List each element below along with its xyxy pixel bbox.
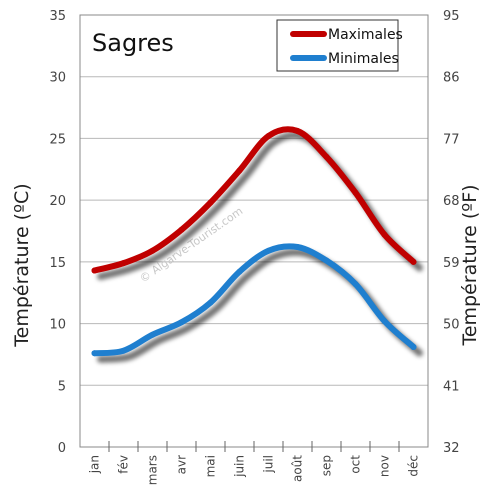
- series-maximales: [91, 126, 423, 280]
- x-tick-label: mai: [204, 455, 218, 477]
- series-layer: [91, 126, 423, 363]
- x-tick-label: juil: [262, 455, 276, 474]
- data-point-maximales-déc: [410, 258, 417, 265]
- x-tick-label: avr: [175, 455, 189, 474]
- y-tick-label: 10: [49, 318, 66, 333]
- data-point-maximales-fév: [120, 260, 127, 267]
- data-point-minimales-sep: [323, 257, 330, 264]
- y-axis-title-fahrenheit: Température (ºF): [459, 184, 481, 346]
- y-tick-label: 35: [49, 9, 66, 24]
- data-point-maximales-jan: [91, 267, 98, 274]
- series-minimales: [91, 243, 423, 363]
- gridlines: [80, 76, 428, 386]
- y-tick-label: 20: [49, 194, 66, 209]
- data-point-maximales-oct: [352, 189, 359, 196]
- y-tick-label: 0: [58, 441, 66, 456]
- data-point-minimales-mars: [149, 331, 156, 338]
- x-tick-label: juin: [233, 455, 247, 478]
- legend: Maximales Minimales: [276, 19, 403, 72]
- x-tick-label: mars: [146, 455, 160, 485]
- x-axis-ticks: [108, 441, 400, 452]
- data-point-minimales-août: [294, 244, 301, 250]
- y2-tick-label: 59: [443, 256, 460, 271]
- x-axis-labels: jan fév mars avr mai juin juil août sep oct nov déc: [88, 455, 421, 486]
- data-point-minimales-nov: [381, 318, 388, 325]
- chart-title: Sagres: [92, 29, 174, 57]
- data-point-maximales-mars: [149, 247, 156, 254]
- data-point-minimales-avr: [178, 319, 185, 326]
- data-point-maximales-nov: [381, 231, 388, 238]
- x-tick-label: août: [291, 455, 305, 482]
- legend-box: [276, 19, 399, 72]
- x-tick-label: déc: [407, 455, 421, 477]
- y2-tick-label: 68: [443, 194, 460, 209]
- data-point-maximales-juil: [265, 133, 272, 139]
- x-tick-label: fév: [117, 455, 131, 474]
- y-tick-label: 25: [49, 132, 66, 147]
- y2-tick-label: 86: [443, 71, 460, 86]
- data-point-minimales-déc: [410, 344, 417, 350]
- data-point-minimales-fév: [120, 347, 127, 354]
- y2-tick-label: 95: [443, 9, 460, 24]
- data-point-minimales-jan: [91, 350, 98, 357]
- y-tick-label: 5: [58, 379, 66, 394]
- y-tick-label: 15: [49, 256, 66, 271]
- legend-label-maximales: Maximales: [328, 27, 403, 43]
- x-tick-label: oct: [349, 455, 363, 474]
- legend-label-minimales: Minimales: [328, 51, 399, 67]
- y2-tick-label: 41: [443, 379, 460, 394]
- data-point-minimales-juin: [236, 268, 243, 275]
- y2-tick-label: 32: [443, 441, 460, 456]
- data-point-minimales-oct: [352, 281, 359, 288]
- y-axis-right-labels: 32 41 50 59 68 77 86 95: [443, 9, 460, 456]
- data-point-maximales-sep: [323, 153, 330, 160]
- y-axis-left-labels: 0 5 10 15 20 25 30 35: [49, 9, 66, 456]
- x-tick-label: sep: [320, 455, 334, 476]
- y2-tick-label: 50: [443, 318, 460, 333]
- y-tick-label: 30: [49, 71, 66, 86]
- data-point-maximales-août: [294, 128, 301, 134]
- data-point-maximales-mai: [207, 199, 214, 206]
- data-point-minimales-juil: [265, 247, 272, 254]
- watermark: © Algarve-Tourist.com: [137, 204, 245, 285]
- plot-area-border: [79, 14, 429, 448]
- x-tick-label: jan: [88, 455, 102, 474]
- data-point-minimales-mai: [207, 299, 214, 306]
- x-tick-label: nov: [378, 455, 392, 477]
- y2-tick-label: 77: [443, 132, 460, 147]
- data-point-maximales-avr: [178, 226, 185, 233]
- data-point-maximales-juin: [236, 167, 243, 174]
- y-axis-title-celsius: Température (ºC): [11, 183, 33, 347]
